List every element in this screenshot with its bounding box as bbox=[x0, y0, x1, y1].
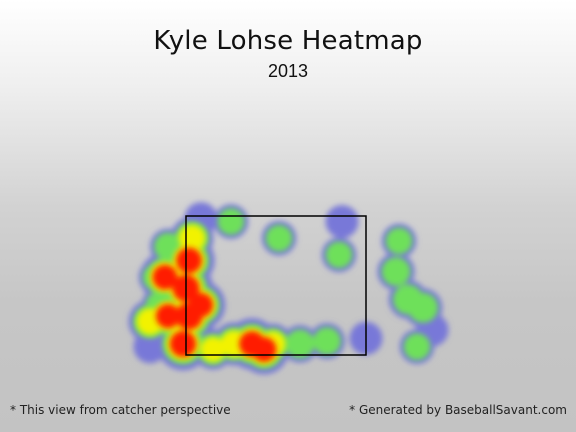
heatmap-blob-15 bbox=[403, 333, 431, 361]
chart-title: Kyle Lohse Heatmap bbox=[153, 26, 423, 56]
heatmap-blob-13 bbox=[407, 292, 439, 323]
heatmap-blob-24 bbox=[169, 330, 197, 357]
heatmap-blob-10 bbox=[385, 227, 413, 255]
heatmap-blob-17 bbox=[313, 327, 341, 356]
credit-footnote: * Generated by BaseballSavant.com bbox=[349, 403, 567, 417]
heatmap-blob-21 bbox=[200, 337, 226, 362]
heatmap-blob-23 bbox=[251, 337, 277, 362]
heatmap-blob-9 bbox=[325, 241, 353, 269]
heatmap-blob-8 bbox=[325, 205, 359, 239]
strike-zone-box bbox=[185, 215, 367, 356]
heatmap-blob-18 bbox=[285, 329, 315, 359]
heatmap-blob-6 bbox=[217, 208, 245, 236]
heatmap-blob-29 bbox=[155, 304, 181, 329]
heatmap-blob-7 bbox=[265, 224, 293, 252]
heatmap-blob-27 bbox=[176, 247, 202, 274]
chart-subtitle: 2013 bbox=[267, 61, 309, 81]
heatmap-blob-11 bbox=[381, 257, 411, 287]
perspective-footnote: * This view from catcher perspective bbox=[10, 403, 231, 417]
heatmap-blob-31 bbox=[188, 292, 214, 318]
heatmap-blob-28 bbox=[152, 264, 178, 290]
